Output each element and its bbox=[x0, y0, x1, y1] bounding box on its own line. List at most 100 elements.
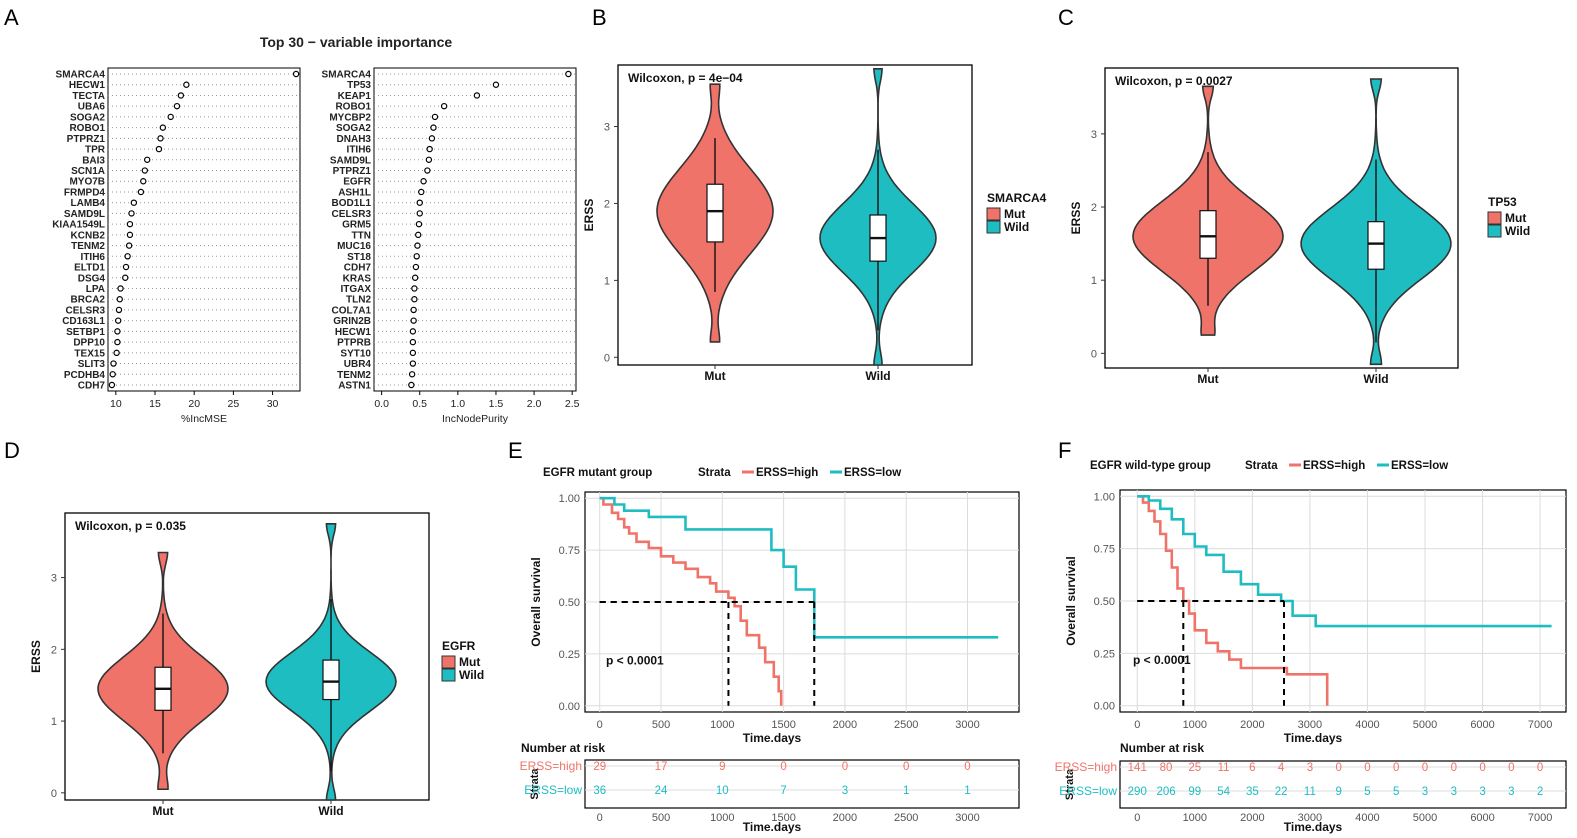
violin-ytick-label: 1 bbox=[51, 716, 57, 728]
km-xtick-label: 5000 bbox=[1413, 719, 1437, 731]
dotplot-frame bbox=[373, 67, 577, 392]
violin-ytick-label: 1 bbox=[604, 275, 610, 287]
risk-xtick-label: 2000 bbox=[833, 812, 857, 824]
violin-xtick-label: Wild bbox=[1363, 372, 1388, 386]
legend-key bbox=[441, 655, 456, 669]
dotplot-tick-label: 0.0 bbox=[374, 398, 389, 410]
dotplot-label: UBR4 bbox=[344, 359, 372, 370]
violin-ytick-label: 3 bbox=[51, 573, 57, 585]
km-xtick-label: 1500 bbox=[771, 719, 795, 731]
panel-letter-b: B bbox=[592, 5, 607, 30]
risk-count: 0 bbox=[1393, 762, 1399, 774]
dotplot-point bbox=[412, 263, 420, 271]
dotplot-label: ITIH6 bbox=[81, 252, 106, 263]
legend-label: Wild bbox=[1004, 220, 1029, 234]
risk-count: 0 bbox=[964, 761, 970, 773]
risk-count: 54 bbox=[1217, 786, 1230, 798]
risk-xtick-label: 1500 bbox=[771, 812, 795, 824]
wilcoxon-annotation: Wilcoxon, p = 0.0027 bbox=[1115, 74, 1233, 88]
dotplot-label: ST18 bbox=[347, 252, 371, 263]
risk-count: 35 bbox=[1246, 786, 1259, 798]
km-ytick-label: 0.50 bbox=[559, 597, 580, 609]
dotplot-point bbox=[115, 306, 123, 314]
dotplot-point bbox=[411, 274, 419, 281]
risk-count: 4 bbox=[1278, 762, 1285, 774]
legend-label: Mut bbox=[1505, 211, 1526, 225]
km-curve-low bbox=[599, 496, 999, 639]
dotplot-tick-label: 0.5 bbox=[412, 398, 427, 410]
risk-count: 10 bbox=[716, 785, 729, 797]
dotplot-point bbox=[114, 328, 121, 335]
dotplot-label: PTPRB bbox=[337, 338, 371, 349]
risk-xlabel: Time.days bbox=[1284, 820, 1343, 834]
km-legend-label: ERSS=high bbox=[756, 467, 818, 479]
legend-key bbox=[441, 668, 456, 682]
dotplot-point bbox=[108, 381, 116, 389]
dotplot-point bbox=[565, 70, 572, 78]
risk-row-label: ERSS=low bbox=[524, 783, 582, 797]
dotplot-label: ROBO1 bbox=[335, 102, 371, 113]
dotplot-label: PTPRZ1 bbox=[333, 166, 372, 177]
dotplot-label: BOD1L1 bbox=[332, 198, 372, 209]
dotplot-tick-label: 25 bbox=[228, 398, 240, 410]
km-curve-low bbox=[1137, 495, 1552, 628]
risk-count: 5 bbox=[1393, 786, 1399, 798]
risk-count: 36 bbox=[593, 785, 606, 797]
km-xtick-label: 7000 bbox=[1528, 719, 1552, 731]
legend-label: Wild bbox=[1505, 224, 1530, 238]
panel-letter-c: C bbox=[1058, 5, 1074, 30]
dotplot-point bbox=[114, 338, 121, 346]
risk-xtick-label: 7000 bbox=[1528, 812, 1552, 824]
dotplot-point bbox=[113, 349, 120, 357]
violin-ytick-label: 0 bbox=[604, 352, 610, 364]
dotplot-label: PCDHB4 bbox=[64, 370, 106, 381]
dotplot-tick-label: 1.5 bbox=[489, 398, 504, 410]
dotplot-label: TLN2 bbox=[346, 295, 371, 306]
legend-key bbox=[1487, 211, 1502, 225]
dotplot-point bbox=[141, 167, 149, 174]
km-ytick-label: 0.25 bbox=[1094, 648, 1115, 660]
dotplot-xlabel: %IncMSE bbox=[181, 413, 227, 425]
panel-letter-d: D bbox=[4, 438, 20, 463]
km-legend-title: Strata bbox=[698, 467, 731, 479]
dotplot-point bbox=[408, 381, 415, 389]
dotplot-label: MYO7B bbox=[69, 177, 105, 188]
risk-xtick-label: 3000 bbox=[955, 812, 979, 824]
risk-count: 17 bbox=[655, 761, 668, 773]
km-legend-title: Strata bbox=[1245, 460, 1278, 472]
dotplot-point bbox=[140, 178, 147, 185]
risk-count: 1 bbox=[964, 785, 970, 797]
km-xlabel: Time.days bbox=[1284, 731, 1343, 745]
dotplot-point bbox=[409, 349, 417, 357]
legend-title: EGFR bbox=[442, 639, 476, 653]
risk-frame bbox=[1119, 760, 1567, 809]
km-ytick-label: 0.50 bbox=[1094, 596, 1115, 608]
dotplot-label: PTPRZ1 bbox=[67, 134, 106, 145]
risk-row-label: ERSS=high bbox=[520, 759, 582, 773]
boxplot-box bbox=[1199, 210, 1217, 259]
dotplot-point bbox=[109, 371, 116, 378]
risk-count: 6 bbox=[1249, 762, 1255, 774]
dotplot-point bbox=[492, 81, 500, 88]
dotplot-point bbox=[292, 70, 300, 78]
legend-label: Mut bbox=[459, 655, 480, 669]
risk-xtick-label: 0 bbox=[597, 812, 603, 824]
risk-count: 0 bbox=[842, 761, 848, 773]
boxplot-box bbox=[322, 659, 340, 701]
km-ytick-label: 0.75 bbox=[559, 545, 580, 557]
dotplot-point bbox=[409, 338, 417, 346]
km-xtick-label: 3000 bbox=[1298, 719, 1322, 731]
panel-letter-a: A bbox=[4, 5, 19, 30]
risk-count: 2 bbox=[1537, 786, 1543, 798]
dotplot-label: SOGA2 bbox=[70, 112, 105, 123]
dotplot-xlabel: IncNodePurity bbox=[442, 413, 509, 425]
dotplot-point bbox=[425, 156, 433, 163]
risk-count: 3 bbox=[1422, 786, 1428, 798]
violin-ytick-label: 2 bbox=[1091, 202, 1097, 214]
dotplot-point bbox=[157, 135, 164, 142]
risk-count: 0 bbox=[1508, 762, 1514, 774]
risk-count: 3 bbox=[1479, 786, 1485, 798]
dotplot-point bbox=[130, 199, 138, 206]
dotplot-tick-label: 2.5 bbox=[565, 398, 580, 410]
risk-count: 11 bbox=[1218, 762, 1230, 774]
